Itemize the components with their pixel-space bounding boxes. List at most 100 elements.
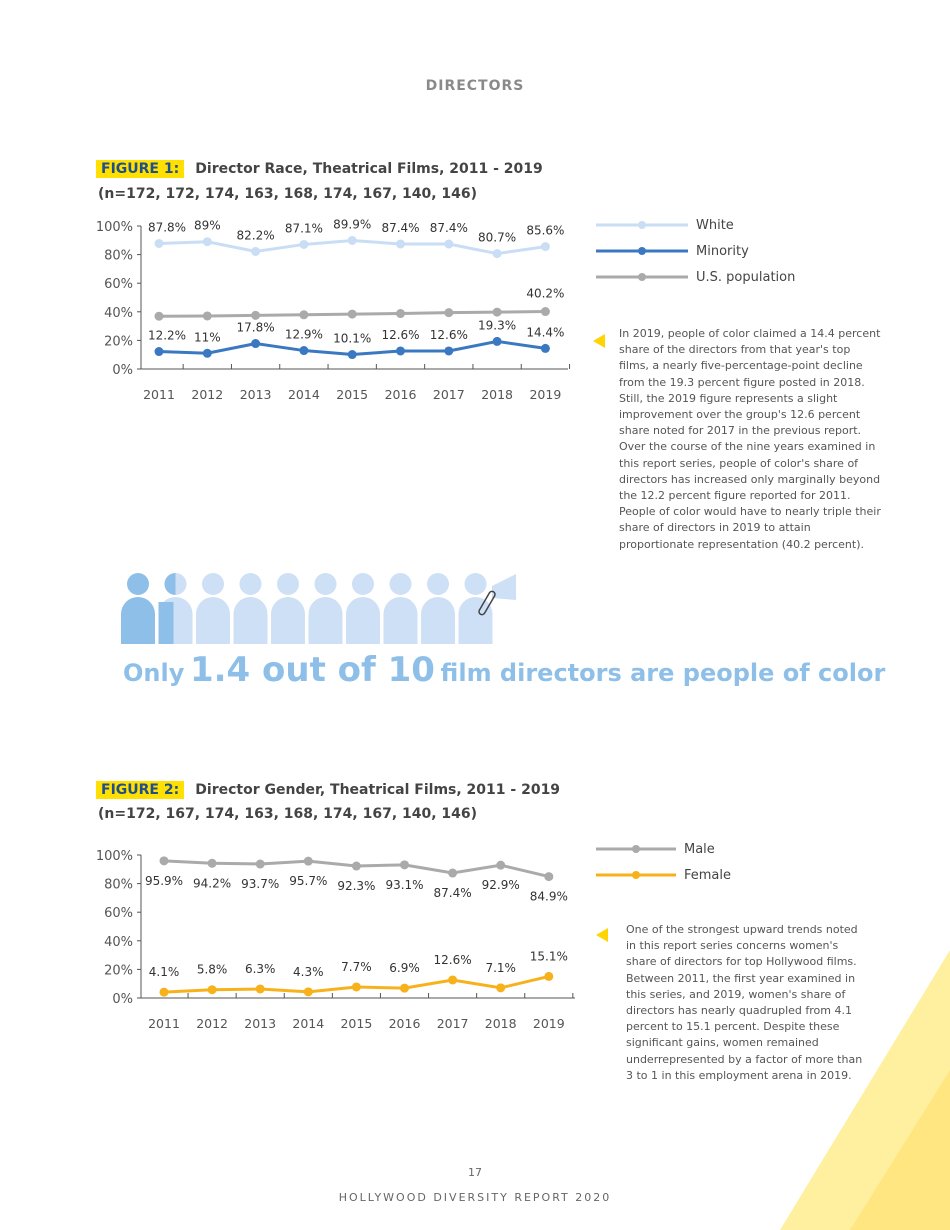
data-point [396,239,405,249]
person-head-icon [314,573,337,595]
data-label: 10.1% [333,332,371,346]
data-point [251,246,261,256]
y-tick-label: 20% [104,334,133,349]
legend-item-us-population: U.S. population [596,264,795,290]
data-label: 87.1% [285,221,323,235]
decorative-yellow-shape [780,950,950,1230]
x-tick-label: 2017 [437,1016,469,1031]
data-point [544,872,554,882]
report-name: HOLLYWOOD DIVERSITY REPORT 2020 [338,1191,612,1204]
person-partial-body-icon [158,602,174,644]
data-label: 93.7% [241,877,279,891]
data-point [207,858,217,868]
data-label: 7.1% [485,961,516,975]
x-tick-label: 2017 [433,387,465,402]
data-label: 87.4% [434,886,472,900]
x-tick-label: 2011 [148,1016,180,1031]
y-tick-label: 0% [112,363,133,378]
data-point [351,982,361,992]
page-number: 17 [468,1166,482,1179]
y-tick-label: 0% [112,992,133,1007]
figure1-title: Director Race, Theatrical Films, 2011 - … [195,161,543,177]
megaphone-handle-icon [478,590,496,616]
data-label: 95.9% [145,874,183,888]
data-label: 84.9% [530,890,568,904]
x-tick-label: 2015 [340,1016,372,1031]
data-point [444,239,454,249]
y-tick-label: 100% [96,849,133,864]
section-header: DIRECTORS [425,78,525,94]
data-point [159,987,169,997]
data-label: 92.3% [337,879,375,893]
data-point [159,856,169,866]
y-tick-label: 60% [104,906,133,921]
data-point [303,856,313,866]
x-tick-label: 2016 [385,387,417,402]
x-tick-label: 2015 [336,387,368,402]
x-tick-label: 2013 [240,387,272,402]
figure2-label: FIGURE 2: [96,781,185,799]
data-label: 15.1% [530,949,568,963]
figure2-heading: FIGURE 2: Director Gender, Theatrical Fi… [96,779,561,799]
person-body-icon [196,597,230,644]
data-point [202,348,212,358]
data-point [400,860,409,870]
note-pointer-icon [593,334,605,348]
data-point [347,235,357,245]
person-body-icon [271,597,305,644]
data-point [496,860,506,870]
data-point [255,984,265,994]
data-label: 40.2% [526,287,564,301]
person-partial-head-icon [164,573,176,595]
data-label: 85.6% [526,224,564,238]
data-label: 17.8% [237,321,275,335]
directors-people-icon [121,573,516,644]
x-tick-label: 2014 [292,1016,324,1031]
note-pointer-icon [596,928,608,942]
figure2-title: Director Gender, Theatrical Films, 2011 … [195,782,561,798]
data-label: 89% [194,219,221,233]
x-tick-label: 2016 [389,1016,421,1031]
data-point [448,975,458,985]
figure1-legend: White Minority U.S. population [596,212,795,290]
data-point [492,249,502,259]
person-head-icon [464,573,487,595]
data-point [251,339,261,349]
data-label: 11% [194,330,221,344]
y-tick-label: 80% [104,249,133,264]
data-point [444,346,454,356]
y-tick-label: 60% [104,277,133,292]
y-tick-label: 20% [104,963,133,978]
data-point [154,347,164,357]
x-tick-label: 2012 [191,387,223,402]
data-point [154,311,164,321]
data-point [492,336,502,346]
y-tick-label: 100% [96,220,133,235]
person-head-icon [239,573,262,595]
callout-headline: Only 1.4 out of 10 film directors are pe… [123,650,886,690]
data-point [154,238,164,248]
y-tick-label: 40% [104,935,133,950]
person-head-icon [352,573,374,595]
data-label: 5.8% [197,963,228,977]
figure1-note: In 2019, people of color claimed a 14.4 … [619,327,881,551]
data-label: 4.1% [149,965,180,979]
data-point [492,307,502,317]
data-point [202,311,212,321]
data-point [540,343,550,353]
figure1-subtitle: (n=172, 172, 174, 163, 168, 174, 167, 14… [98,186,478,202]
data-point [396,346,405,356]
legend-item-female: Female [596,862,731,888]
data-label: 82.2% [237,228,275,242]
y-tick-label: 80% [104,878,133,893]
x-tick-label: 2014 [288,387,320,402]
data-point [299,346,309,356]
person-body-icon [383,597,418,644]
person-body-icon [121,597,155,644]
figure1-label: FIGURE 1: [96,160,185,178]
figure2-legend: Male Female [596,836,731,888]
x-tick-label: 2018 [485,1016,517,1031]
person-head-icon [277,573,299,595]
